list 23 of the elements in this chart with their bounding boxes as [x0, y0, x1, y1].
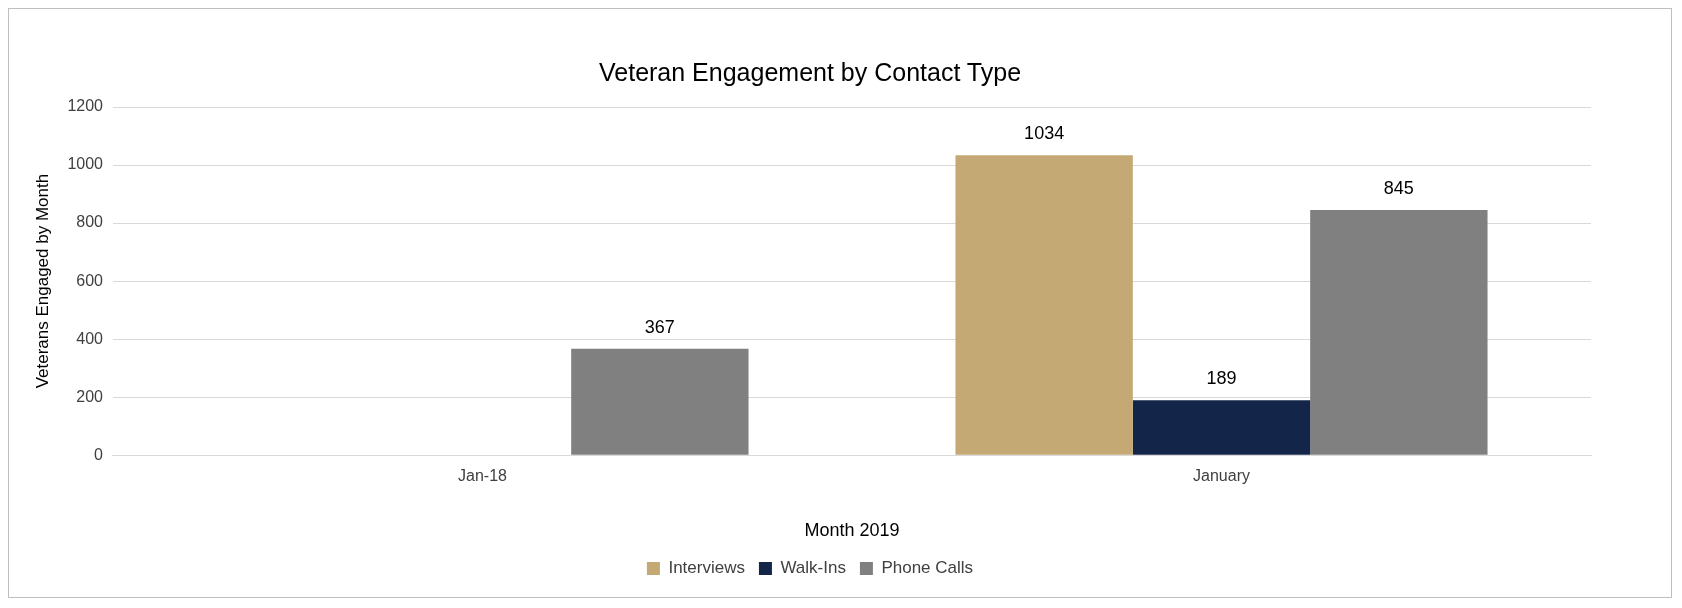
y-tick-label: 1200	[67, 97, 104, 115]
y-tick-label: 1000	[67, 155, 104, 173]
legend-label: Walk-Ins	[780, 558, 846, 578]
legend-label: Interviews	[668, 558, 745, 578]
y-tick-label: 400	[76, 329, 104, 347]
y-tick-label: 600	[76, 271, 104, 289]
legend-label: Phone Calls	[881, 558, 974, 578]
x-tick-label: January	[1193, 467, 1250, 485]
data-label: 367	[644, 316, 675, 337]
x-tick-label: Jan-18	[458, 467, 508, 485]
x-axis-title: Month 2019	[804, 520, 900, 541]
data-label: 1034	[1024, 123, 1065, 144]
bar	[571, 348, 749, 455]
chart-title: Veteran Engagement by Contact Type	[598, 57, 1022, 86]
y-axis-title: Veterans Engaged by Month	[32, 173, 52, 389]
bar	[1132, 400, 1311, 455]
data-label: 189	[1206, 368, 1237, 389]
data-label: 845	[1383, 177, 1414, 198]
bar	[955, 155, 1133, 455]
y-tick-label: 800	[76, 213, 104, 231]
bar	[1310, 210, 1488, 455]
y-tick-label: 0	[94, 445, 104, 463]
y-tick-label: 200	[76, 387, 104, 405]
